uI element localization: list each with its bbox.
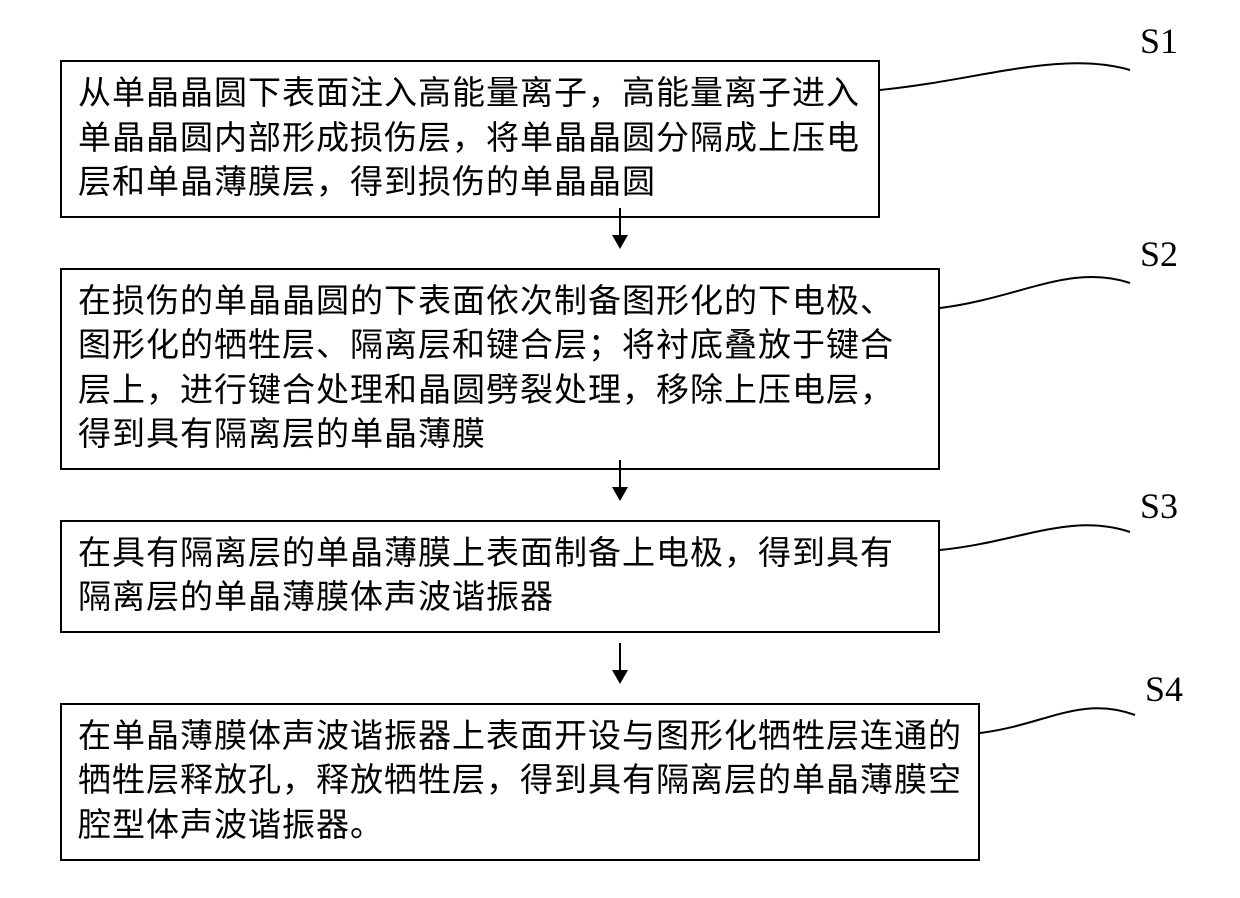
step-s2-text: 在损伤的单晶晶圆的下表面依次制备图形化的下电极、图形化的牺牲层、隔离层和键合层；… bbox=[78, 280, 922, 458]
step-s4-text: 在单晶薄膜体声波谐振器上表面开设与图形化牺牲层连通的牺牲层释放孔，释放牺牲层，得… bbox=[78, 715, 962, 849]
step-s2-wrapper: 在损伤的单晶晶圆的下表面依次制备图形化的下电极、图形化的牺牲层、隔离层和键合层；… bbox=[60, 268, 1180, 470]
step-s1-box: 从单晶晶圆下表面注入高能量离子，高能量离子进入单晶晶圆内部形成损伤层，将单晶晶圆… bbox=[60, 60, 880, 218]
label-s1: S1 bbox=[1140, 20, 1178, 62]
flowchart-container: 从单晶晶圆下表面注入高能量离子，高能量离子进入单晶晶圆内部形成损伤层，将单晶晶圆… bbox=[60, 60, 1180, 861]
label-s4: S4 bbox=[1145, 668, 1183, 710]
step-s3-box: 在具有隔离层的单晶薄膜上表面制备上电极，得到具有隔离层的单晶薄膜体声波谐振器 bbox=[60, 520, 940, 633]
arrow-s1-s2 bbox=[60, 218, 1180, 268]
step-s1-text: 从单晶晶圆下表面注入高能量离子，高能量离子进入单晶晶圆内部形成损伤层，将单晶晶圆… bbox=[78, 72, 862, 206]
step-s3-wrapper: 在具有隔离层的单晶薄膜上表面制备上电极，得到具有隔离层的单晶薄膜体声波谐振器 S… bbox=[60, 520, 1180, 633]
label-s2: S2 bbox=[1140, 233, 1178, 275]
step-s2-box: 在损伤的单晶晶圆的下表面依次制备图形化的下电极、图形化的牺牲层、隔离层和键合层；… bbox=[60, 268, 940, 470]
arrow-s3-s4 bbox=[60, 633, 1180, 703]
step-s3-text: 在具有隔离层的单晶薄膜上表面制备上电极，得到具有隔离层的单晶薄膜体声波谐振器 bbox=[78, 532, 922, 621]
step-s4-box: 在单晶薄膜体声波谐振器上表面开设与图形化牺牲层连通的牺牲层释放孔，释放牺牲层，得… bbox=[60, 703, 980, 861]
step-s1-wrapper: 从单晶晶圆下表面注入高能量离子，高能量离子进入单晶晶圆内部形成损伤层，将单晶晶圆… bbox=[60, 60, 1180, 218]
arrow-s2-s3 bbox=[60, 470, 1180, 520]
step-s4-wrapper: 在单晶薄膜体声波谐振器上表面开设与图形化牺牲层连通的牺牲层释放孔，释放牺牲层，得… bbox=[60, 703, 1180, 861]
label-s3: S3 bbox=[1140, 485, 1178, 527]
